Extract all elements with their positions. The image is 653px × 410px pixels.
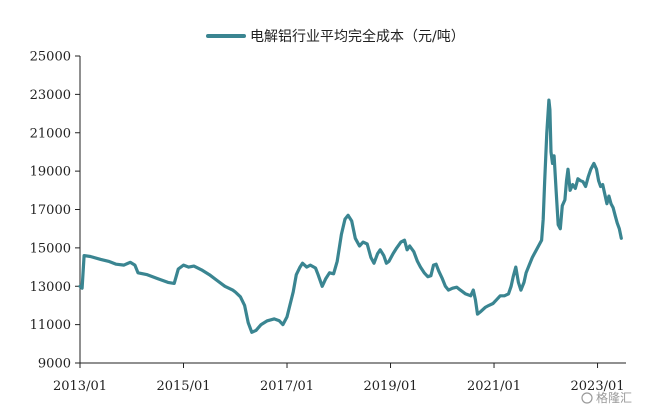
- x-axis: 2013/01 2015/01 2017/01 2019/01 2021/01 2023/…: [53, 362, 626, 394]
- y-tick-label: 19000: [30, 165, 71, 180]
- x-tick-label: 2015/01: [156, 379, 210, 394]
- x-tick-label: 2023/01: [571, 379, 625, 394]
- watermark-text: 格隆汇: [596, 390, 632, 405]
- y-tick-label: 23000: [30, 88, 71, 103]
- watermark-logo-icon: [581, 392, 593, 404]
- legend-label: 电解铝行业平均完全成本（元/吨）: [250, 28, 465, 45]
- y-tick-label: 13000: [30, 280, 71, 295]
- watermark: 格隆汇: [581, 390, 632, 405]
- y-tick-label: 15000: [30, 241, 71, 256]
- y-tick-label: 9000: [38, 357, 71, 372]
- series-line: [78, 98, 623, 334]
- x-tick-label: 2019/01: [364, 379, 418, 394]
- x-tick-label: 2013/01: [53, 379, 107, 394]
- y-axis: 9000 11000 13000 15000 17000 19000 21000 23000 2…: [30, 50, 81, 372]
- plot-area: [78, 98, 623, 334]
- y-tick-label: 11000: [30, 318, 71, 333]
- legend: 电解铝行业平均完全成本（元/吨）: [206, 28, 465, 45]
- y-tick-label: 17000: [30, 203, 71, 218]
- x-tick-label: 2021/01: [467, 379, 521, 394]
- x-tick-label: 2017/01: [260, 379, 314, 394]
- y-tick-label: 21000: [30, 126, 71, 141]
- y-tick-label: 25000: [30, 50, 71, 65]
